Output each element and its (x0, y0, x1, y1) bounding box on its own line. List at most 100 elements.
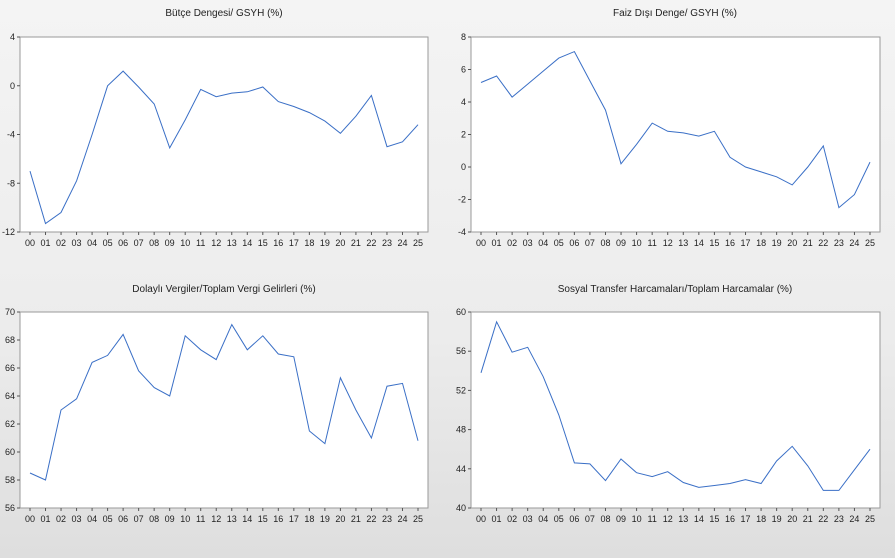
data-point (573, 462, 575, 464)
chart-title: Bütçe Dengesi/ GSYH (%) (165, 8, 282, 19)
x-tick-label: 22 (366, 238, 376, 248)
data-point (651, 475, 653, 477)
data-point (262, 86, 264, 88)
x-tick-label: 00 (476, 238, 486, 248)
y-tick-label: 40 (456, 503, 466, 513)
data-point (355, 409, 357, 411)
x-tick-label: 14 (694, 514, 704, 524)
x-tick-label: 15 (258, 238, 268, 248)
data-point (635, 143, 637, 145)
x-tick-label: 03 (523, 238, 533, 248)
x-tick-label: 11 (196, 238, 205, 248)
y-tick-label: 0 (461, 162, 466, 172)
x-tick-label: 07 (134, 514, 144, 524)
x-tick-label: 25 (865, 514, 875, 524)
x-tick-label: 13 (227, 514, 237, 524)
x-tick-label: 24 (849, 514, 859, 524)
x-tick-label: 13 (678, 238, 688, 248)
data-point (542, 70, 544, 72)
x-tick-label: 05 (103, 514, 113, 524)
data-point (339, 377, 341, 379)
y-tick-label: -4 (7, 130, 15, 140)
data-point (168, 395, 170, 397)
x-tick-label: 09 (616, 238, 626, 248)
data-point (558, 414, 560, 416)
data-point (401, 382, 403, 384)
x-tick-label: 17 (741, 238, 751, 248)
y-tick-label: 8 (461, 32, 466, 42)
x-tick-label: 18 (304, 238, 314, 248)
x-tick-label: 18 (304, 514, 314, 524)
y-tick-label: 56 (5, 503, 15, 513)
data-point (526, 346, 528, 348)
x-tick-label: 19 (320, 514, 330, 524)
data-point (667, 130, 669, 132)
x-tick-label: 25 (413, 238, 423, 248)
x-tick-label: 09 (616, 514, 626, 524)
plot-area (470, 36, 881, 233)
x-tick-label: 02 (56, 514, 66, 524)
data-point (480, 372, 482, 374)
y-tick-label: 60 (456, 307, 466, 317)
data-point (775, 176, 777, 178)
x-tick-label: 03 (523, 514, 533, 524)
x-tick-label: 07 (134, 238, 144, 248)
data-point (869, 161, 871, 163)
data-point (635, 472, 637, 474)
x-tick-label: 09 (165, 238, 175, 248)
data-point (558, 57, 560, 59)
data-point (75, 180, 77, 182)
data-point (791, 445, 793, 447)
x-tick-label: 11 (196, 514, 205, 524)
series-line (480, 320, 871, 491)
y-tick-label: -4 (458, 227, 466, 237)
data-point (293, 105, 295, 107)
data-point (807, 166, 809, 168)
data-point (215, 96, 217, 98)
data-point (698, 486, 700, 488)
x-tick-label: 21 (803, 514, 813, 524)
data-point (370, 94, 372, 96)
x-tick-label: 08 (149, 238, 159, 248)
data-point (106, 354, 108, 356)
x-tick-label: 20 (787, 514, 797, 524)
data-point (200, 349, 202, 351)
chart-panel-1: Bütçe Dengesi/ GSYH (%) 4 0 -4 -8 -12 00 01 02 03… (2, 8, 429, 248)
x-tick-label: 04 (87, 238, 97, 248)
data-point (651, 122, 653, 124)
x-tick-label: 25 (865, 238, 875, 248)
data-point (760, 482, 762, 484)
data-point (495, 321, 497, 323)
data-point (729, 482, 731, 484)
data-point (106, 85, 108, 87)
x-tick-label: 06 (118, 238, 128, 248)
data-point (355, 115, 357, 117)
y-tick-label: -2 (458, 195, 466, 205)
x-tick-label: 18 (756, 238, 766, 248)
data-point (713, 130, 715, 132)
data-point (838, 206, 840, 208)
x-tick-label: 24 (849, 238, 859, 248)
y-tick-label: 6 (461, 65, 466, 75)
data-point (495, 75, 497, 77)
x-tick-label: 22 (818, 238, 828, 248)
x-tick-label: 17 (289, 514, 299, 524)
x-tick-label: 19 (772, 514, 782, 524)
x-tick-label: 20 (335, 238, 345, 248)
x-tick-label: 18 (756, 514, 766, 524)
x-tick-label: 17 (741, 514, 751, 524)
x-tick-label: 10 (632, 514, 642, 524)
data-point (417, 124, 419, 126)
x-tick-label: 23 (834, 514, 844, 524)
y-tick-label: 4 (461, 97, 466, 107)
data-point (308, 111, 310, 113)
data-point (324, 120, 326, 122)
x-tick-label: 14 (242, 514, 252, 524)
data-point (791, 184, 793, 186)
data-point (137, 86, 139, 88)
x-tick-label: 04 (538, 238, 548, 248)
x-tick-label: 08 (149, 514, 159, 524)
data-point (184, 335, 186, 337)
data-point (246, 91, 248, 93)
